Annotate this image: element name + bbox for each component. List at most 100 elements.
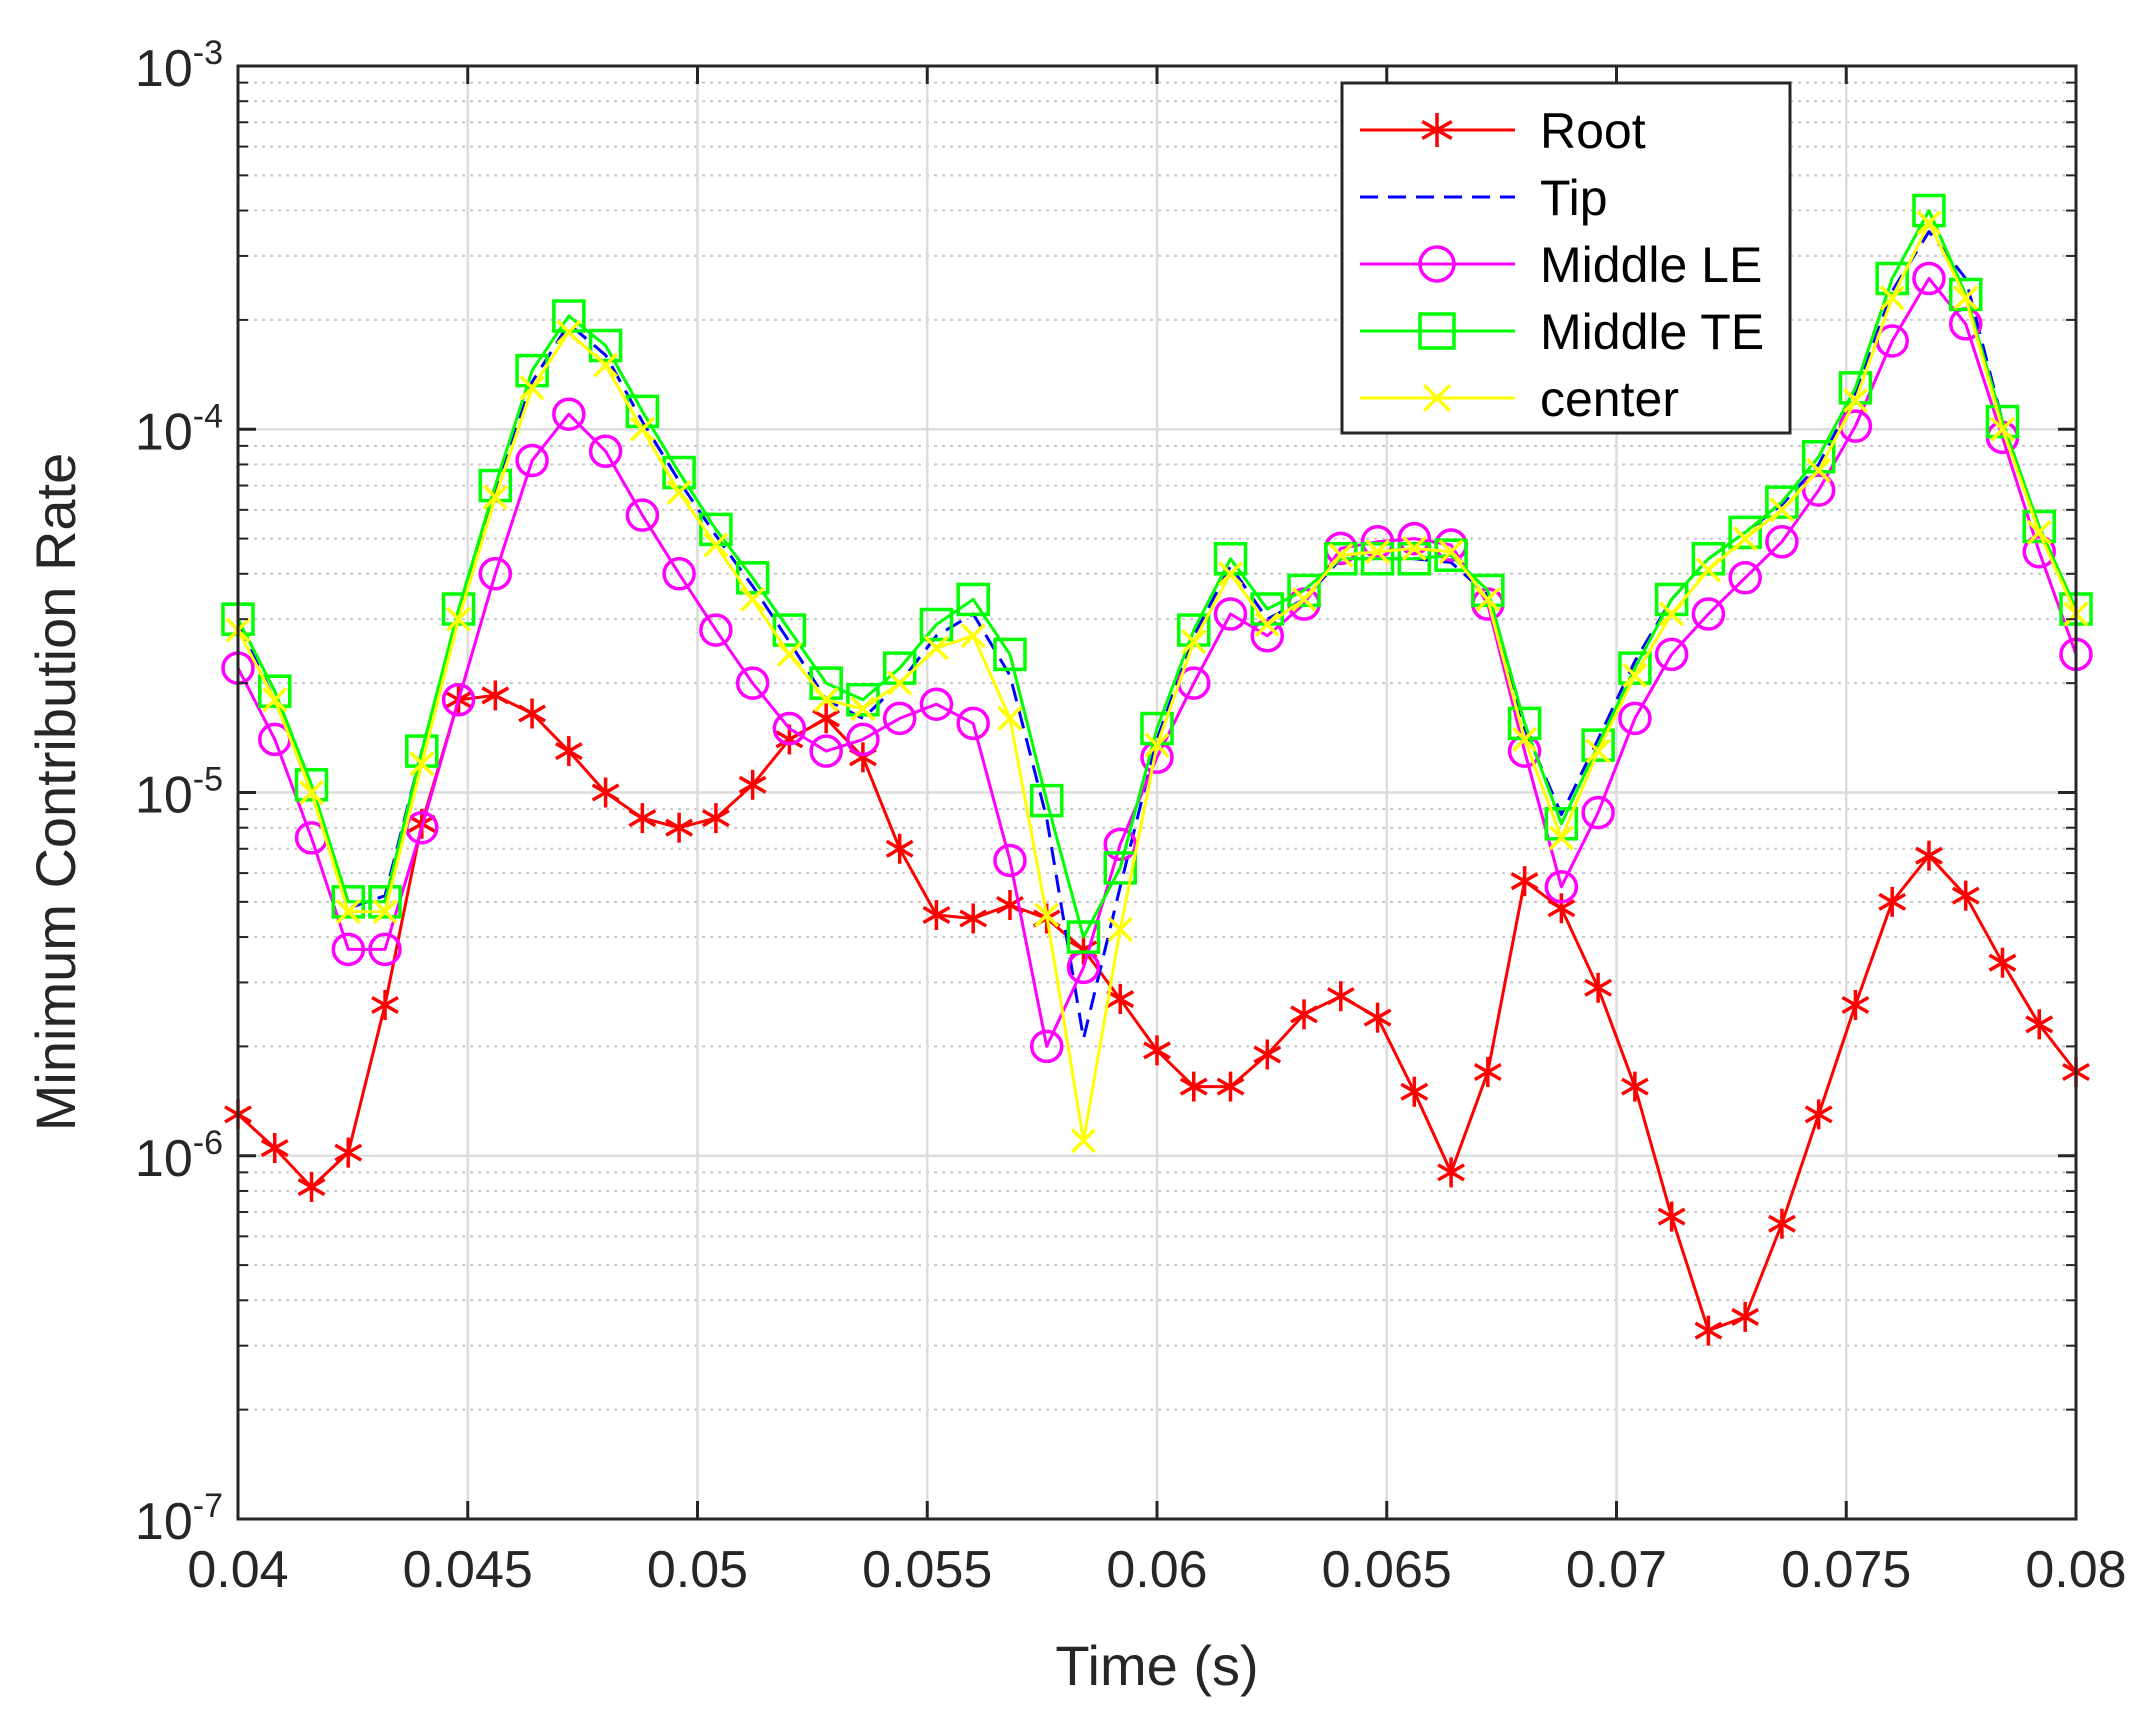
asterisk-marker <box>1253 1039 1282 1070</box>
square-marker <box>919 607 954 642</box>
x-marker <box>556 319 582 345</box>
x-marker <box>1769 497 1795 523</box>
circle-marker <box>1250 619 1285 653</box>
x-marker <box>703 532 729 558</box>
x-marker <box>1879 285 1905 311</box>
x-marker <box>1806 457 1832 483</box>
x-marker <box>1423 384 1451 412</box>
asterisk-marker <box>1216 1071 1245 1102</box>
asterisk-marker <box>1106 984 1135 1015</box>
y-tick-label: 10-5 <box>135 761 223 825</box>
circle-marker <box>515 443 549 478</box>
x-marker <box>1107 916 1133 942</box>
legend-label: Middle LE <box>1540 237 1762 293</box>
asterisk-marker <box>1988 947 2017 978</box>
circle-marker <box>2022 535 2056 569</box>
x-tick-label: 0.045 <box>403 1541 533 1599</box>
x-tick-label: 0.075 <box>1781 1541 1911 1599</box>
y-tick-label: 10-3 <box>135 34 223 98</box>
asterisk-marker <box>371 990 399 1021</box>
x-marker <box>1585 738 1611 764</box>
square-marker <box>1985 404 2020 439</box>
series-center <box>225 210 2089 1154</box>
x-marker <box>593 352 619 378</box>
asterisk-marker <box>959 903 988 934</box>
legend-box <box>1340 81 1792 435</box>
x-marker <box>519 375 545 401</box>
asterisk-marker <box>1731 1301 1760 1332</box>
circle-marker <box>625 498 660 532</box>
asterisk-marker <box>628 803 657 834</box>
x-tick-label: 0.08 <box>2025 1541 2126 1599</box>
x-marker <box>372 899 398 925</box>
legend-label: Tip <box>1540 170 1608 226</box>
x-marker <box>1548 825 1574 851</box>
asterisk-marker <box>1951 880 1980 911</box>
x-tick-label: 0.05 <box>647 1541 748 1599</box>
y-axis-title: Minimum Contribution Rate <box>24 453 87 1131</box>
x-marker <box>1475 586 1501 612</box>
asterisk-marker <box>1143 1035 1171 1066</box>
circle-marker <box>588 434 623 468</box>
circle-marker <box>699 613 733 647</box>
circle-marker <box>1397 521 1432 556</box>
asterisk-marker <box>1657 1201 1686 1232</box>
asterisk-marker <box>922 900 951 931</box>
asterisk-marker <box>1915 840 1943 871</box>
square-marker <box>1360 542 1395 576</box>
circle-marker <box>1213 597 1248 631</box>
series-group <box>221 193 2093 1346</box>
asterisk-marker <box>591 777 620 808</box>
asterisk-marker <box>1584 972 1612 1003</box>
x-marker <box>409 751 435 777</box>
asterisk-marker <box>334 1137 363 1168</box>
series-line <box>236 209 2078 939</box>
asterisk-marker <box>554 736 583 767</box>
asterisk-marker <box>1621 1071 1649 1102</box>
circle-marker <box>368 932 402 967</box>
circle-marker <box>882 701 917 736</box>
series-line <box>236 230 2078 1041</box>
asterisk-marker <box>1326 981 1355 1012</box>
x-marker <box>1181 629 1207 655</box>
square-marker <box>1103 851 1137 885</box>
x-marker <box>1622 662 1648 688</box>
asterisk-marker <box>665 812 693 843</box>
x-marker <box>666 479 692 505</box>
x-marker <box>1144 732 1170 758</box>
square-marker <box>588 328 623 363</box>
circle-marker <box>993 843 1027 878</box>
asterisk-marker <box>812 703 841 734</box>
x-tick-label: 0.06 <box>1106 1541 1207 1599</box>
circle-marker <box>956 706 990 741</box>
x-tick-label: 0.055 <box>862 1541 992 1599</box>
asterisk-marker <box>1547 893 1576 924</box>
legend-label: center <box>1540 371 1679 427</box>
square-marker <box>1287 573 1321 608</box>
x-marker <box>1953 285 1979 311</box>
circle-marker <box>1654 637 1689 672</box>
asterisk-marker <box>1473 1057 1502 1088</box>
square-marker <box>1728 515 1762 550</box>
x-marker <box>1070 1128 1096 1154</box>
circle-marker <box>1418 245 1456 283</box>
series-middle-te <box>221 193 2093 954</box>
square-marker <box>2022 509 2056 544</box>
asterisk-marker <box>481 680 510 711</box>
asterisk-marker <box>1363 1002 1392 1033</box>
asterisk-marker <box>1179 1071 1208 1102</box>
x-marker <box>1512 726 1538 752</box>
circle-marker <box>441 683 476 717</box>
asterisk-marker <box>738 769 767 800</box>
x-marker <box>262 687 288 713</box>
series-middle-le <box>221 261 2093 1064</box>
x-marker <box>446 606 472 632</box>
x-tick-label: 0.07 <box>1566 1541 1667 1599</box>
x-marker <box>1916 210 1942 236</box>
x-marker <box>1732 526 1758 552</box>
circle-marker <box>809 734 843 768</box>
circle-marker <box>662 557 696 591</box>
square-marker <box>1324 542 1358 576</box>
square-marker <box>1765 485 1799 519</box>
circle-marker <box>1728 561 1762 595</box>
